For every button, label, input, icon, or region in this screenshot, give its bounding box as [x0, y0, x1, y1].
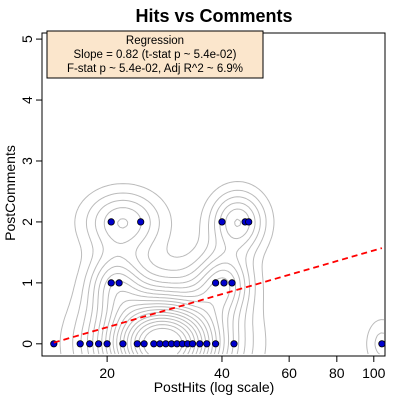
contour-level-13	[126, 314, 199, 355]
contour-level-2	[80, 196, 261, 355]
legend-slope-line: Slope = 0.82 (t-stat p ~ 5.4e-02)	[73, 49, 236, 61]
x-tick-label-1: 40	[214, 365, 230, 381]
data-point-25	[228, 279, 236, 287]
contour-level-14	[130, 317, 196, 355]
legend-box	[46, 30, 264, 79]
y-axis-label: PostComments	[2, 145, 18, 241]
data-point-26	[107, 218, 115, 226]
data-point-28	[218, 218, 226, 226]
legend-title: Regression	[126, 35, 184, 47]
data-point-6	[133, 340, 141, 348]
data-point-4	[103, 340, 111, 348]
y-tick-label-4: 4	[19, 96, 35, 104]
contour-level-10	[116, 306, 210, 355]
y-tick-label-0: 0	[19, 340, 35, 348]
regression-line	[53, 247, 383, 344]
x-axis-label: PostHits (log scale)	[154, 379, 275, 395]
contour-level-4	[92, 208, 250, 355]
data-point-24	[220, 279, 228, 287]
data-point-21	[107, 279, 115, 287]
data-point-23	[212, 279, 220, 287]
data-point-5	[119, 340, 127, 348]
contour-level-3	[86, 202, 256, 355]
data-point-7	[140, 340, 148, 348]
y-tick-label-2: 2	[19, 218, 35, 226]
regression-legend: Regression Slope = 0.82 (t-stat p ~ 5.4e…	[46, 30, 264, 79]
legend-fstat-line: F-stat p ~ 5.4e-02, Adj R^2 ~ 6.9%	[67, 63, 243, 75]
data-point-22	[115, 279, 123, 287]
y-axis: 0 1 2 3 4 5	[19, 35, 42, 348]
x-tick-label-3: 80	[329, 365, 345, 381]
y-tick-label-1: 1	[19, 279, 35, 287]
contour-level-0	[59, 181, 385, 355]
data-point-17	[203, 340, 211, 348]
data-point-2	[86, 340, 94, 348]
data-point-27	[137, 218, 145, 226]
data-point-30	[245, 218, 253, 226]
chart-title: Hits vs Comments	[135, 6, 292, 26]
contour-level-5	[97, 218, 242, 355]
contour-level-1	[72, 189, 385, 355]
data-point-20	[378, 340, 386, 348]
data-point-9	[156, 340, 164, 348]
y-tick-label-3: 3	[19, 157, 35, 165]
data-point-19	[230, 340, 238, 348]
contour-level-6	[101, 277, 231, 355]
x-tick-label-2: 60	[281, 365, 297, 381]
data-point-16	[196, 340, 204, 348]
x-tick-label-4: 100	[362, 365, 386, 381]
data-point-8	[150, 340, 158, 348]
data-point-3	[95, 340, 103, 348]
data-point-1	[76, 340, 84, 348]
y-tick-label-5: 5	[19, 35, 35, 43]
data-point-18	[212, 340, 220, 348]
data-point-15	[189, 340, 197, 348]
density-contours	[59, 181, 385, 355]
contour-level-11	[119, 309, 206, 355]
x-tick-label-0: 20	[99, 365, 115, 381]
x-axis: 20 40 60 80 100	[99, 356, 386, 381]
